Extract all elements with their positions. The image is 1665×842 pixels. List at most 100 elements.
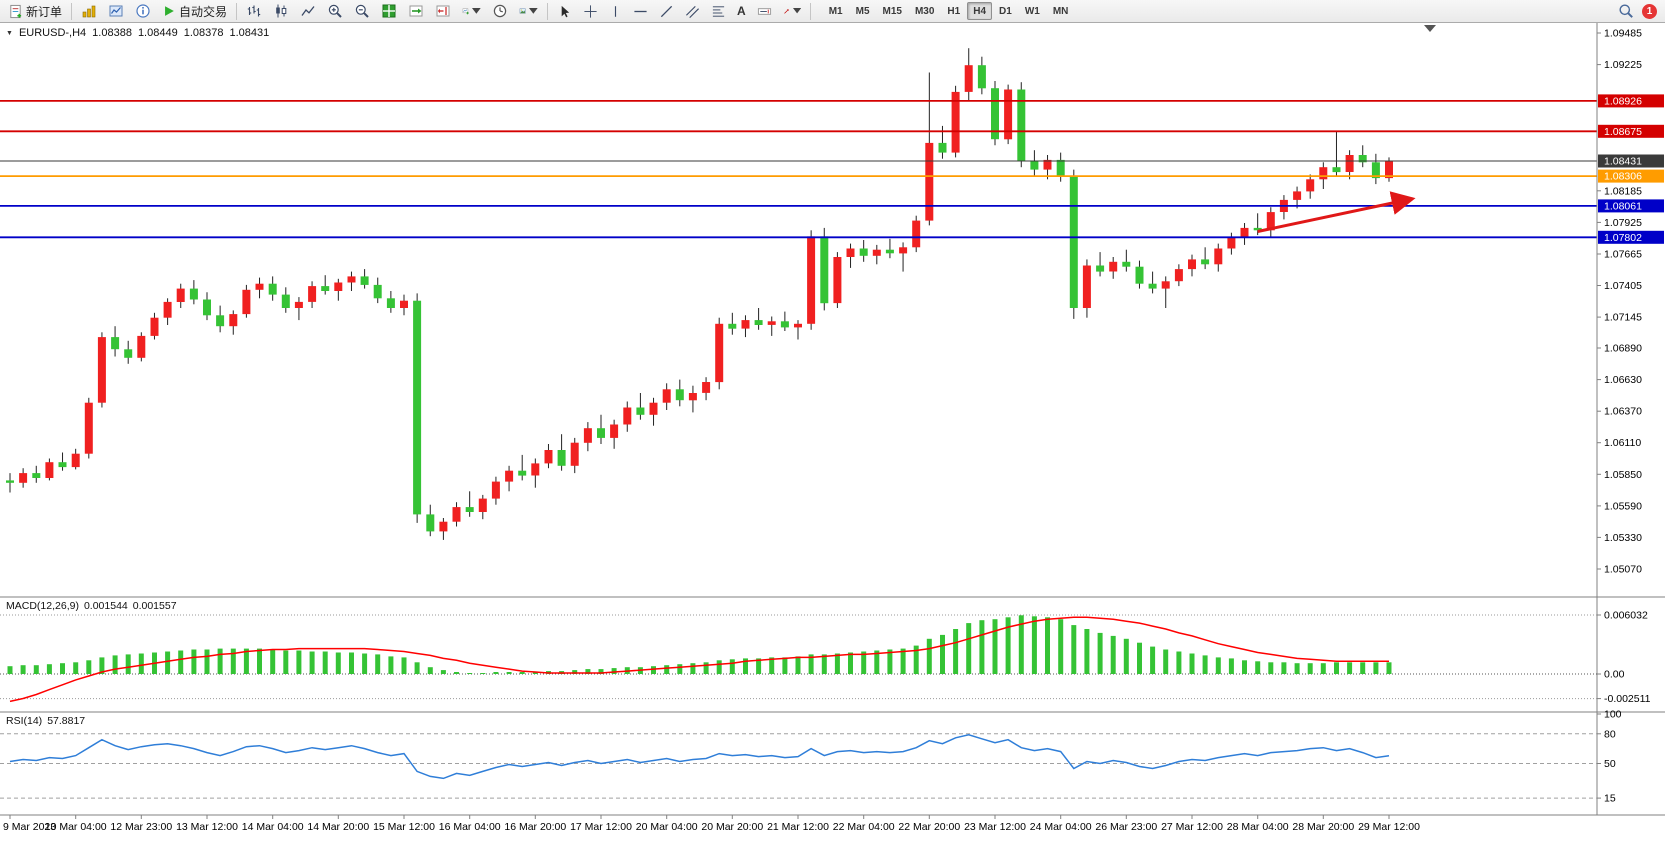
symbol-marker-icon: ▼ xyxy=(6,29,13,37)
chart-shift-icon xyxy=(436,5,450,17)
templates-button[interactable] xyxy=(514,1,543,21)
time-axis-label: 28 Mar 20:00 xyxy=(1292,821,1354,833)
new-order-icon xyxy=(10,4,22,18)
arrow-tool-icon xyxy=(783,8,789,14)
line-chart-icon xyxy=(301,6,315,16)
price-badge-label: 1.08431 xyxy=(1604,156,1642,168)
text-label-icon xyxy=(757,7,771,15)
tile-windows-button[interactable] xyxy=(376,1,402,21)
add-indicator-icon xyxy=(462,8,469,15)
text-tool-button[interactable]: A xyxy=(732,1,751,21)
time-axis-label: 16 Mar 20:00 xyxy=(504,821,566,833)
label-tool-button[interactable] xyxy=(752,1,777,21)
price-badge xyxy=(1598,230,1664,244)
periods-button[interactable] xyxy=(487,1,513,21)
fibonacci-icon xyxy=(712,5,725,17)
trendline-icon xyxy=(660,5,673,17)
price-badge xyxy=(1598,94,1664,108)
zoom-out-button[interactable] xyxy=(349,1,375,21)
add-indicator-button[interactable] xyxy=(457,1,486,21)
chart-low-value: 1.08378 xyxy=(183,27,224,39)
time-axis-label: 14 Mar 04:00 xyxy=(242,821,304,833)
arrows-tool-button[interactable] xyxy=(778,1,806,21)
channel-tool-button[interactable] xyxy=(680,1,705,21)
fibonacci-tool-button[interactable] xyxy=(706,1,731,21)
timeframe-button-d1[interactable]: D1 xyxy=(999,5,1012,17)
chart-symbol: EURUSD-,H4 xyxy=(18,27,87,39)
crosshair-tool-button[interactable] xyxy=(578,1,603,21)
toolbar-separator xyxy=(547,2,549,20)
vertical-line-icon xyxy=(614,5,617,17)
search-icon[interactable] xyxy=(1618,3,1634,19)
trend-arrow[interactable] xyxy=(1257,191,1416,233)
timeframe-button-m30[interactable]: M30 xyxy=(914,5,935,17)
rsi-axis-label: 50 xyxy=(1604,758,1616,770)
candles-layer xyxy=(6,65,1393,532)
new-order-button[interactable]: 新订单 xyxy=(3,1,67,21)
time-axis-label: 22 Mar 04:00 xyxy=(833,821,895,833)
auto-scroll-button[interactable] xyxy=(403,1,429,21)
dropdown-arrow-icon xyxy=(792,8,801,14)
time-axis-label: 9 Mar 2023 xyxy=(3,821,56,833)
rsi-value: 57.8817 xyxy=(47,715,86,727)
notification-badge[interactable]: 1 xyxy=(1642,3,1657,19)
profiles-button[interactable] xyxy=(103,1,129,21)
cursor-tool-button[interactable] xyxy=(552,1,577,21)
price-badge xyxy=(1598,124,1664,138)
data-window-button[interactable] xyxy=(130,1,156,21)
timeframe-button-m15[interactable]: M15 xyxy=(882,5,902,17)
time-axis-label: 28 Mar 04:00 xyxy=(1227,821,1289,833)
rsi-axis-label: 15 xyxy=(1604,793,1616,805)
timeframe-button-mn[interactable]: MN xyxy=(1052,5,1069,17)
timeframe-button-h1[interactable]: H1 xyxy=(947,5,961,17)
dropdown-arrow-icon xyxy=(529,7,539,14)
chart-open-value: 1.08388 xyxy=(92,27,132,39)
toolbar-separator xyxy=(809,2,811,20)
auto-trading-button[interactable]: 自动交易 xyxy=(157,1,232,21)
zoom-in-icon xyxy=(328,4,342,18)
price-badge-label: 1.07802 xyxy=(1604,232,1642,244)
timeframe-button-h4[interactable]: H4 xyxy=(967,2,993,20)
dropdown-arrow-icon xyxy=(472,7,482,14)
timeframe-toolbar: M1 M5 M15 M30 H1 H4 D1 W1 MN xyxy=(823,2,1075,20)
line-chart-type-button[interactable] xyxy=(295,1,321,21)
price-axis-label: 1.06110 xyxy=(1604,437,1641,449)
chart-window[interactable]: 1.09485 1.09225 1.08185 1.07925 1.07665 1.074… xyxy=(0,23,1665,842)
time-axis-label: 29 Mar 12:00 xyxy=(1358,821,1420,833)
vertical-line-tool-button[interactable] xyxy=(604,1,627,21)
zoom-in-button[interactable] xyxy=(322,1,348,21)
timeframe-button-m5[interactable]: M5 xyxy=(855,5,870,17)
chart-canvas[interactable]: 1.09485 1.09225 1.08185 1.07925 1.07665 1.074… xyxy=(0,23,1665,842)
clock-icon xyxy=(493,4,507,18)
candlestick-icon xyxy=(276,4,287,18)
price-axis-label: 1.06370 xyxy=(1604,406,1642,418)
chart-shift-button[interactable] xyxy=(430,1,456,21)
price-axis-label: 1.06890 xyxy=(1604,343,1642,355)
macd-label: MACD(12,26,9) xyxy=(6,600,79,612)
rsi-line xyxy=(9,734,1390,780)
rsi-axis-label: 100 xyxy=(1604,709,1622,721)
time-axis-label: 21 Mar 12:00 xyxy=(767,821,829,833)
price-axis-label: 1.05330 xyxy=(1604,532,1642,544)
price-badge xyxy=(1598,169,1664,183)
new-chart-button[interactable] xyxy=(76,1,102,21)
chart-high-value: 1.08449 xyxy=(137,27,178,39)
timeframe-button-w1[interactable]: W1 xyxy=(1024,5,1040,17)
chart-shift-marker-icon[interactable] xyxy=(1424,25,1436,32)
chart-close-value: 1.08431 xyxy=(229,27,270,39)
horizontal-line-tool-button[interactable] xyxy=(628,1,653,21)
trendline-tool-button[interactable] xyxy=(654,1,679,21)
price-axis-label: 1.07665 xyxy=(1604,249,1642,261)
timeframe-button-m1[interactable]: M1 xyxy=(828,5,843,17)
play-icon xyxy=(165,6,174,16)
time-axis-label: 14 Mar 20:00 xyxy=(307,821,369,833)
macd-signal-line xyxy=(9,616,1389,703)
time-axis-label: 26 Mar 23:00 xyxy=(1095,821,1157,833)
time-axis-label: 13 Mar 12:00 xyxy=(176,821,238,833)
new-chart-icon xyxy=(82,5,96,18)
price-axis-label: 1.06630 xyxy=(1604,374,1642,386)
candlestick-chart-type-button[interactable] xyxy=(268,1,294,21)
macd-histogram xyxy=(7,615,1392,674)
bar-chart-type-button[interactable] xyxy=(241,1,267,21)
price-badge xyxy=(1598,154,1664,168)
